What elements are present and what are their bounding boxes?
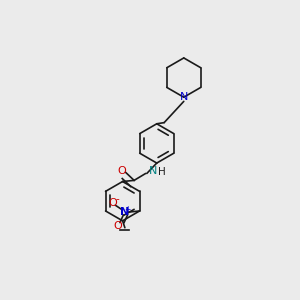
Text: -: - — [115, 194, 119, 204]
Text: N: N — [148, 166, 157, 176]
Text: O: O — [117, 166, 126, 176]
Text: H: H — [158, 167, 166, 177]
Text: +: + — [124, 205, 130, 214]
Text: O: O — [109, 198, 117, 208]
Text: N: N — [180, 92, 188, 102]
Text: N: N — [120, 207, 129, 217]
Text: O: O — [113, 221, 122, 231]
